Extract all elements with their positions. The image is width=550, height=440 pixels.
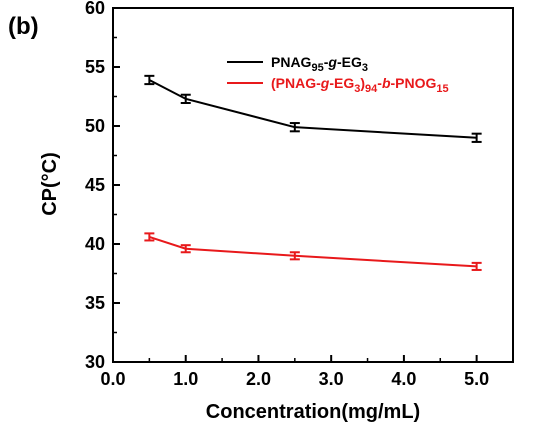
series-2 (144, 232, 482, 271)
x-tick-label: 5.0 (464, 369, 489, 389)
x-tick-label: 2.0 (246, 369, 271, 389)
data-point (180, 93, 191, 104)
data-point (471, 261, 482, 271)
data-point (180, 244, 191, 254)
y-tick-label: 40 (85, 234, 105, 254)
data-point (144, 232, 155, 242)
x-tick-label: 0.0 (100, 369, 125, 389)
series-1 (144, 74, 482, 143)
y-axis-title: CP(°C) (39, 152, 61, 216)
legend: PNAG95-g-EG3 (PNAG-g-EG3)94-b-PNOG15 (227, 54, 449, 95)
y-tick-label: 50 (85, 116, 105, 136)
data-point (471, 132, 482, 143)
x-tick-label: 1.0 (173, 369, 198, 389)
series-layer (144, 74, 482, 271)
series-line (148, 79, 477, 139)
y-tick-label: 60 (85, 0, 105, 18)
panel-label: (b) (8, 13, 39, 40)
y-tick-label: 35 (85, 293, 105, 313)
y-tick-label: 55 (85, 57, 105, 77)
legend-label-series-2: (PNAG-g-EG3)94-b-PNOG15 (271, 75, 449, 95)
data-point (289, 122, 300, 133)
data-point (289, 251, 300, 261)
legend-label-series-1: PNAG95-g-EG3 (271, 54, 368, 74)
y-tick-label: 30 (85, 352, 105, 372)
x-tick-label: 3.0 (319, 369, 344, 389)
y-tick-label: 45 (85, 175, 105, 195)
data-point (144, 74, 155, 86)
ticks: 0.0 1.0 2.0 3.0 4.0 5.0 30 35 40 45 50 55 60 (85, 0, 489, 389)
x-axis-title: Concentration(mg/mL) (206, 401, 420, 423)
x-tick-label: 4.0 (391, 369, 416, 389)
series-line (149, 235, 477, 268)
